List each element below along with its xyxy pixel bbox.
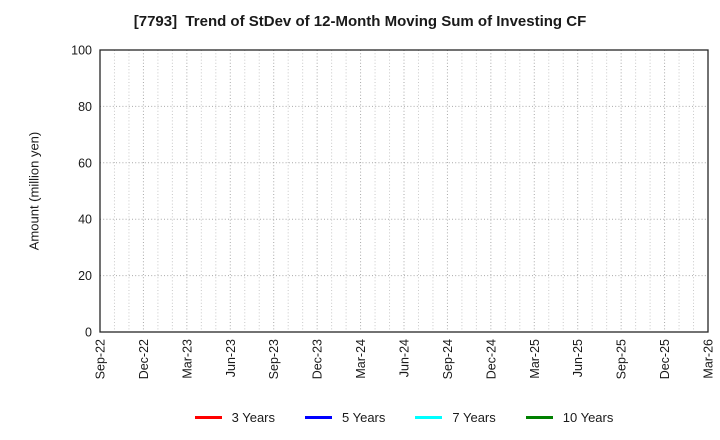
x-tick-label: Mar-24 — [354, 339, 368, 379]
legend-line-swatch — [525, 415, 553, 419]
x-tick-label: Mar-23 — [180, 339, 194, 379]
x-tick-label: Mar-25 — [528, 339, 542, 379]
legend-label: 5 Years — [342, 409, 386, 425]
y-tick-label: 40 — [78, 213, 92, 227]
legend-label: 3 Years — [231, 409, 275, 425]
legend-item-5-years: 5 Years — [305, 410, 385, 425]
x-tick-label: Jun-23 — [224, 339, 238, 377]
chart-title: [7793] Trend of StDev of 12-Month Moving… — [133, 13, 587, 30]
x-tick-label: Dec-22 — [137, 339, 151, 379]
legend-item-3-years: 3 Years — [194, 409, 275, 425]
legend-item-10-years: 10 Years — [525, 409, 614, 425]
legend-item-7-years: 7 Years — [415, 409, 496, 425]
legend-line-swatch — [305, 415, 332, 419]
x-tick-label: Sep-25 — [615, 339, 629, 379]
legend-line-swatch — [415, 415, 443, 419]
plot-border — [99, 49, 709, 333]
x-tick-label: Sep-22 — [94, 339, 108, 379]
x-tick-label: Mar-26 — [702, 339, 716, 379]
x-tick-label: Jun-25 — [571, 339, 585, 377]
y-tick-label: 20 — [78, 269, 92, 283]
x-tick-label: Sep-24 — [441, 339, 455, 379]
x-tick-label: Jun-24 — [398, 339, 412, 377]
y-tick-label: 80 — [78, 100, 92, 114]
legend-label: 10 Years — [562, 409, 614, 425]
x-tick-label: Dec-24 — [484, 339, 498, 379]
legend-label: 7 Years — [452, 409, 496, 425]
legend-line-swatch — [194, 415, 222, 419]
x-tick-label: Sep-23 — [267, 339, 281, 379]
x-tick-label: Dec-25 — [658, 339, 672, 379]
y-tick-label: 0 — [85, 326, 92, 340]
x-tick-label: Dec-23 — [311, 339, 325, 379]
legend: 3 Years 5 Years 7 Years 10 Years — [100, 406, 708, 428]
y-tick-label: 100 — [71, 44, 92, 58]
y-tick-label: 60 — [78, 156, 92, 170]
